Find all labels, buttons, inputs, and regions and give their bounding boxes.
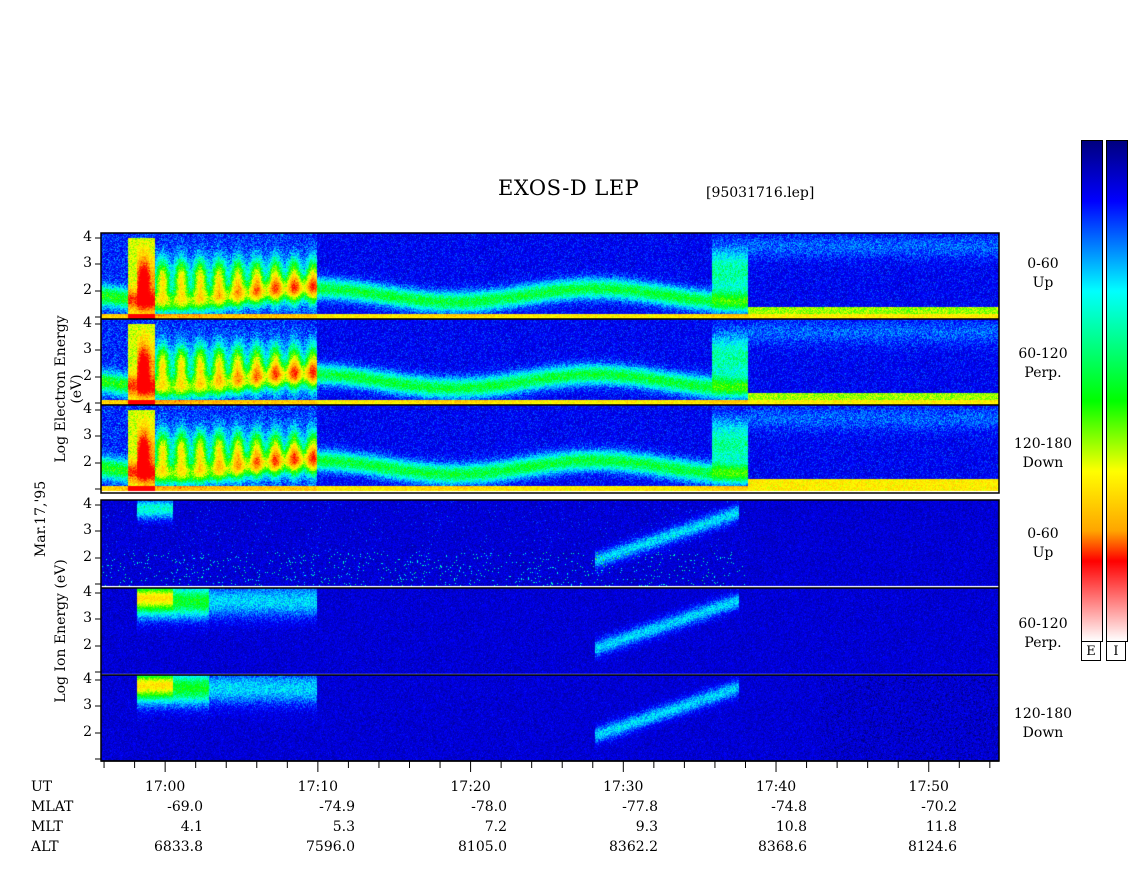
chart-title: EXOS-D LEP xyxy=(498,176,640,200)
orbit-value: -77.8 xyxy=(622,799,658,815)
orbit-value: -74.8 xyxy=(771,799,807,815)
orbit-value: 8105.0 xyxy=(458,839,507,855)
y-tick-label: 2 xyxy=(83,282,92,298)
x-tick-label: 17:30 xyxy=(603,779,644,795)
date-label: Mar.17,'95 xyxy=(33,480,49,558)
y-tick-label: 4 xyxy=(83,315,92,331)
y-tick-label: 4 xyxy=(83,584,92,600)
y-tick-label: 2 xyxy=(83,549,92,565)
panel-label: 60-120 Perp. xyxy=(1008,345,1078,383)
panel-pitch-range: 120-180 xyxy=(1013,436,1073,452)
y-tick-label: 4 xyxy=(83,496,92,512)
ion-frame xyxy=(100,499,1000,762)
y-tick-label: 3 xyxy=(83,610,92,626)
panel-pitch-range: 60-120 xyxy=(1018,346,1068,362)
colorbar-label-ion: I xyxy=(1106,641,1126,661)
panel-pitch-range: 120-180 xyxy=(1013,706,1073,722)
panel-label: 60-120 Perp. xyxy=(1008,615,1078,653)
orbit-value: 8124.6 xyxy=(908,839,957,855)
panel-direction: Perp. xyxy=(1024,635,1062,651)
y-tick-label: 2 xyxy=(83,724,92,740)
panel-direction: Perp. xyxy=(1024,365,1062,381)
y-tick-label: 2 xyxy=(83,454,92,470)
panel-label: 120-180 Down xyxy=(1008,705,1078,743)
x-tick-label: 17:20 xyxy=(450,779,491,795)
panel-direction: Down xyxy=(1022,725,1064,741)
y-tick-label: 3 xyxy=(83,697,92,713)
y-tick-label: 3 xyxy=(83,522,92,538)
x-tick-label: 17:00 xyxy=(144,779,186,795)
electron-frame xyxy=(100,232,1000,494)
orbit-value: -78.0 xyxy=(471,799,507,815)
panel-pitch-range: 0-60 xyxy=(1027,526,1059,542)
x-tick-label: 17:40 xyxy=(755,779,797,795)
panel-label: 0-60 Up xyxy=(1008,255,1078,293)
colorbar-label-electron: E xyxy=(1081,641,1101,661)
y-tick-label: 2 xyxy=(83,637,92,653)
panel-direction: Up xyxy=(1032,545,1054,561)
ion-colorbar xyxy=(1106,140,1128,642)
orbit-value: 7596.0 xyxy=(306,839,355,855)
panel-pitch-range: 60-120 xyxy=(1018,616,1068,632)
orbit-value: 8368.6 xyxy=(758,839,807,855)
panel-label: 120-180 Down xyxy=(1008,435,1078,473)
y-tick-label: 4 xyxy=(83,401,92,417)
panel-pitch-range: 0-60 xyxy=(1027,256,1059,272)
orbit-value: 10.8 xyxy=(775,819,807,835)
panel-label: 0-60 Up xyxy=(1008,525,1078,563)
orbit-value: 9.3 xyxy=(635,819,658,835)
orbit-row-label: MLT xyxy=(31,819,63,835)
spectrogram-canvas xyxy=(101,233,999,761)
x-tick-label: 17:10 xyxy=(297,779,339,795)
y-tick-label: 3 xyxy=(83,341,92,357)
orbit-row-label: ALT xyxy=(31,839,59,855)
electron-axis-label: Log Electron Energy (eV) xyxy=(53,315,85,463)
orbit-value: -70.2 xyxy=(921,799,957,815)
orbit-value: 11.8 xyxy=(925,819,957,835)
orbit-value: 7.2 xyxy=(484,819,507,835)
panel-direction: Down xyxy=(1022,455,1064,471)
panel-direction: Up xyxy=(1032,275,1054,291)
orbit-value: -69.0 xyxy=(167,799,203,815)
y-tick-label: 3 xyxy=(83,255,92,271)
x-tick-label: 17:50 xyxy=(908,779,949,795)
orbit-value: 8362.2 xyxy=(609,839,658,855)
orbit-row-label: UT xyxy=(31,779,53,795)
y-tick-label: 2 xyxy=(83,368,92,384)
orbit-value: 6833.8 xyxy=(154,839,203,855)
y-tick-label: 4 xyxy=(83,671,92,687)
orbit-value: 5.3 xyxy=(332,819,355,835)
orbit-value: 4.1 xyxy=(180,819,203,835)
y-tick-label: 4 xyxy=(83,229,92,245)
orbit-value: -74.9 xyxy=(319,799,355,815)
orbit-row-label: MLAT xyxy=(31,799,74,815)
y-tick-label: 3 xyxy=(83,427,92,443)
ion-axis-label: Log Ion Energy (eV) xyxy=(53,559,69,703)
file-label: [95031716.lep] xyxy=(706,185,815,201)
electron-colorbar xyxy=(1081,140,1103,642)
